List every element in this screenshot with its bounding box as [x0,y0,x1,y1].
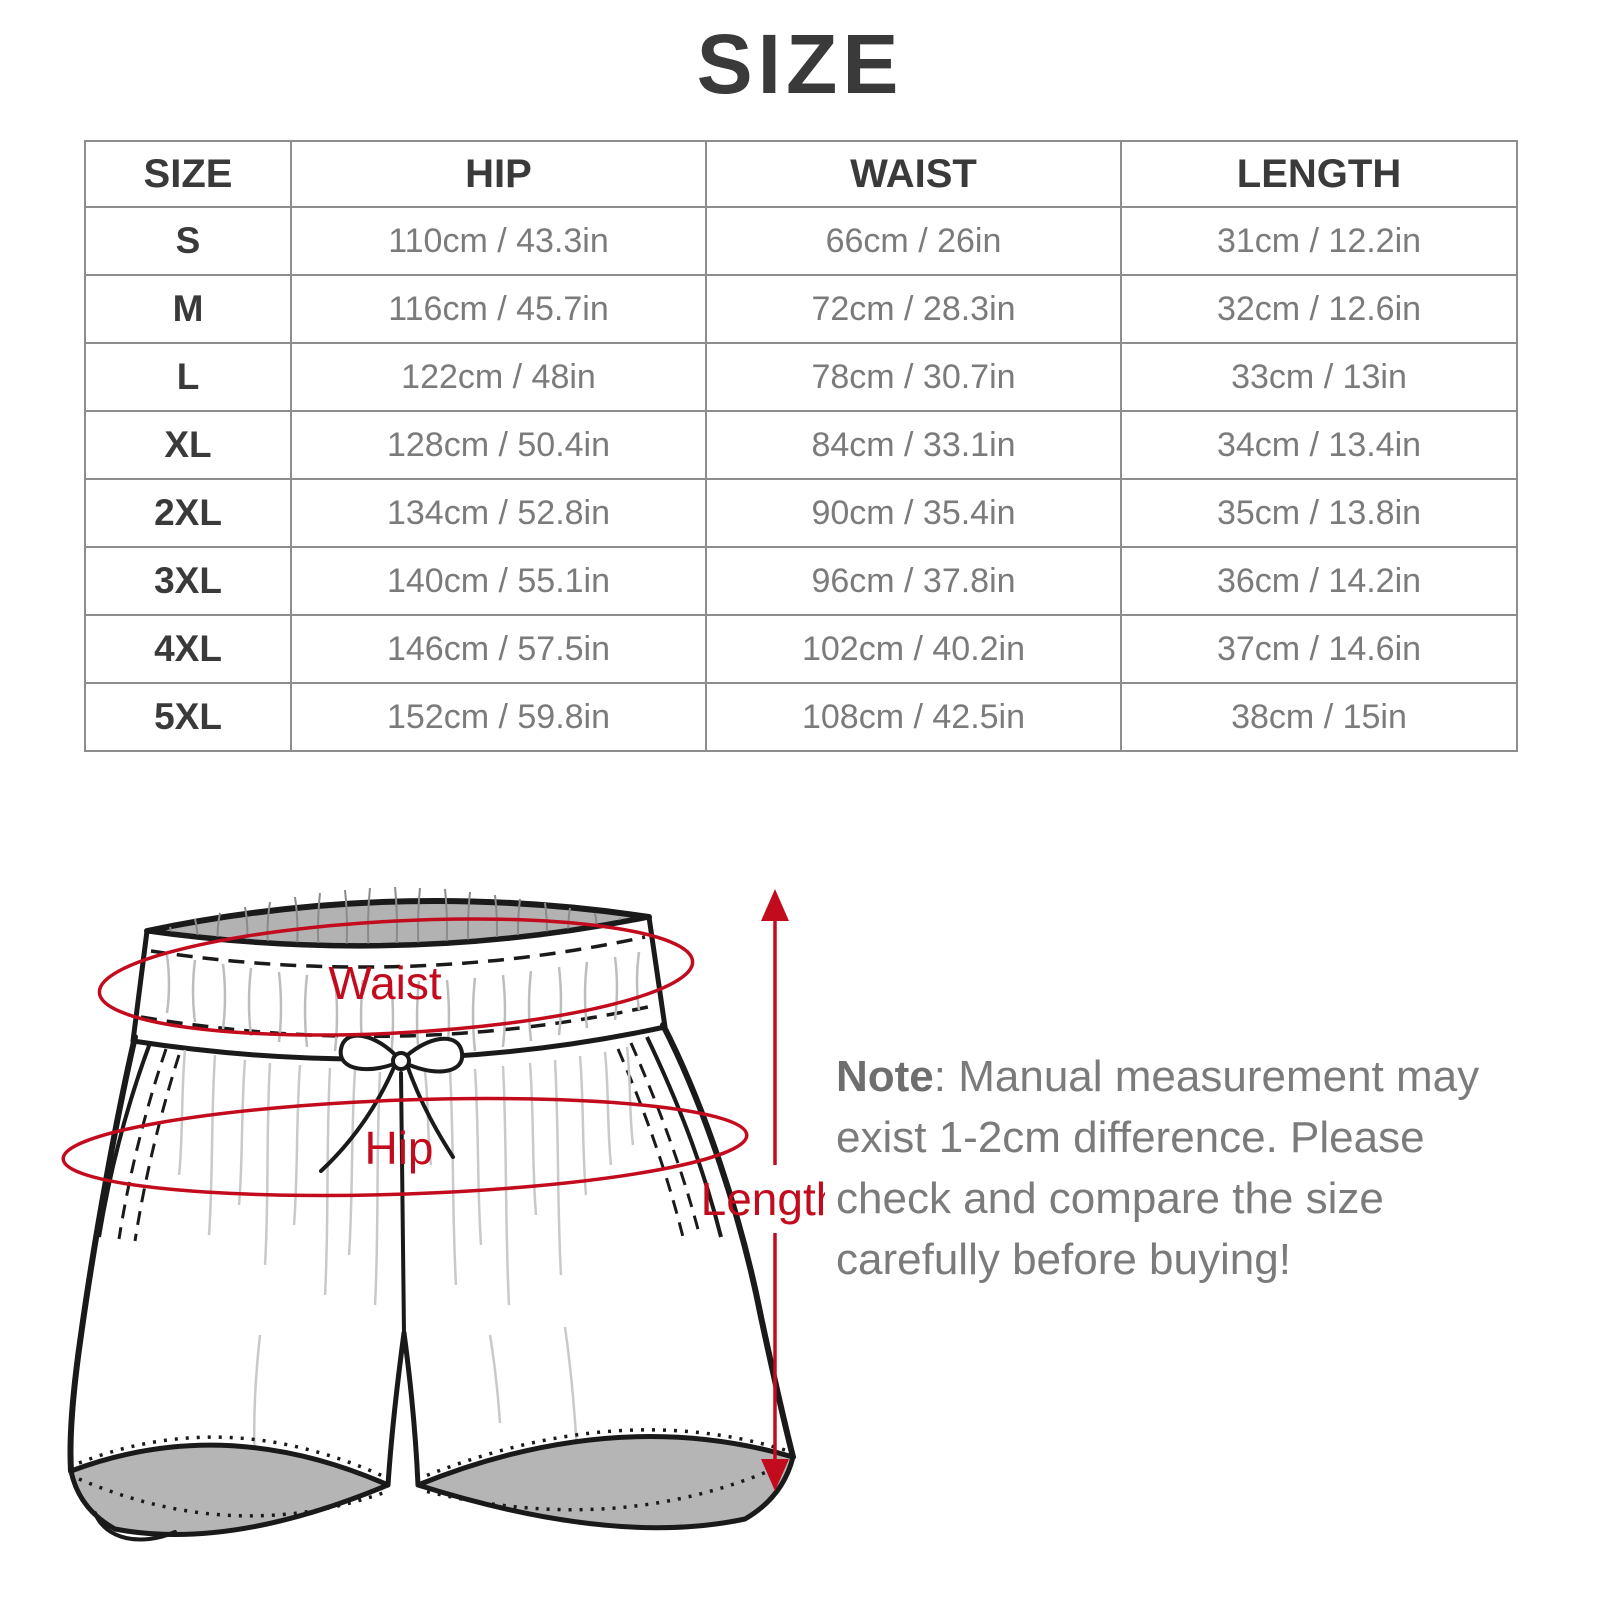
hip-value: 122cm / 48in [290,342,707,412]
page-title: SIZE [696,17,904,111]
table-row: 4XL 146cm / 57.5in 102cm / 40.2in 37cm /… [84,614,1518,684]
left-leg-opening [68,1435,391,1542]
size-table-header-row: SIZE HIP WAIST LENGTH [84,140,1518,208]
table-row: 3XL 140cm / 55.1in 96cm / 37.8in 36cm / … [84,546,1518,616]
waist-value: 72cm / 28.3in [705,274,1122,344]
size-label: 5XL [84,682,292,752]
size-label: L [84,342,292,412]
size-table: SIZE HIP WAIST LENGTH S 110cm / 43.3in 6… [84,140,1518,752]
drawstring-bow [319,1033,465,1173]
column-header-waist: WAIST [705,140,1122,208]
length-value: 37cm / 14.6in [1120,614,1518,684]
hip-value: 116cm / 45.7in [290,274,707,344]
hip-value: 128cm / 50.4in [290,410,707,480]
wrinkle-lines [177,1046,635,1466]
length-value: 36cm / 14.2in [1120,546,1518,616]
shorts-outline [67,1022,796,1488]
waist-value: 96cm / 37.8in [705,546,1122,616]
table-row: M 116cm / 45.7in 72cm / 28.3in 32cm / 12… [84,274,1518,344]
shorts-measurement-diagram: Waist Hip Length [55,865,841,1555]
length-value: 35cm / 13.8in [1120,478,1518,548]
right-leg-opening [415,1428,796,1531]
table-row: S 110cm / 43.3in 66cm / 26in 31cm / 12.2… [84,206,1518,276]
hip-label: Hip [364,1122,433,1174]
hip-value: 140cm / 55.1in [290,546,707,616]
waist-value: 78cm / 30.7in [705,342,1122,412]
size-label: 4XL [84,614,292,684]
waist-value: 66cm / 26in [705,206,1122,276]
measurement-annotations: Waist Hip Length [61,889,841,1491]
length-value: 31cm / 12.2in [1120,206,1518,276]
hip-value: 152cm / 59.8in [290,682,707,752]
note-text: : Manual measurement may exist 1-2cm dif… [836,1052,1480,1284]
length-value: 38cm / 15in [1120,682,1518,752]
waist-label: Waist [328,957,442,1009]
table-row: 2XL 134cm / 52.8in 90cm / 35.4in 35cm / … [84,478,1518,548]
hip-ellipse [61,1096,749,1198]
waist-value: 108cm / 42.5in [705,682,1122,752]
table-row: 5XL 152cm / 59.8in 108cm / 42.5in 38cm /… [84,682,1518,752]
length-arrow [761,889,789,1491]
waist-value: 90cm / 35.4in [705,478,1122,548]
size-label: S [84,206,292,276]
length-value: 32cm / 12.6in [1120,274,1518,344]
column-header-hip: HIP [290,140,707,208]
size-label: M [84,274,292,344]
shorts-drawing: Waist Hip Length [61,886,841,1542]
hip-value: 146cm / 57.5in [290,614,707,684]
column-header-size: SIZE [84,140,292,208]
waist-value: 84cm / 33.1in [705,410,1122,480]
column-header-length: LENGTH [1120,140,1518,208]
table-row: L 122cm / 48in 78cm / 30.7in 33cm / 13in [84,342,1518,412]
table-row: XL 128cm / 50.4in 84cm / 33.1in 34cm / 1… [84,410,1518,480]
length-label: Length [701,1173,825,1225]
size-label: 2XL [84,478,292,548]
size-label: XL [84,410,292,480]
note-label: Note [836,1052,934,1101]
waist-value: 102cm / 40.2in [705,614,1122,684]
hip-value: 134cm / 52.8in [290,478,707,548]
note-paragraph: Note: Manual measurement may exist 1-2cm… [836,1046,1542,1290]
pocket-lines [97,1036,723,1242]
size-label: 3XL [84,546,292,616]
length-value: 33cm / 13in [1120,342,1518,412]
waist-ellipse [97,917,695,1037]
length-value: 34cm / 13.4in [1120,410,1518,480]
hip-value: 110cm / 43.3in [290,206,707,276]
waistband-front [130,914,668,1062]
